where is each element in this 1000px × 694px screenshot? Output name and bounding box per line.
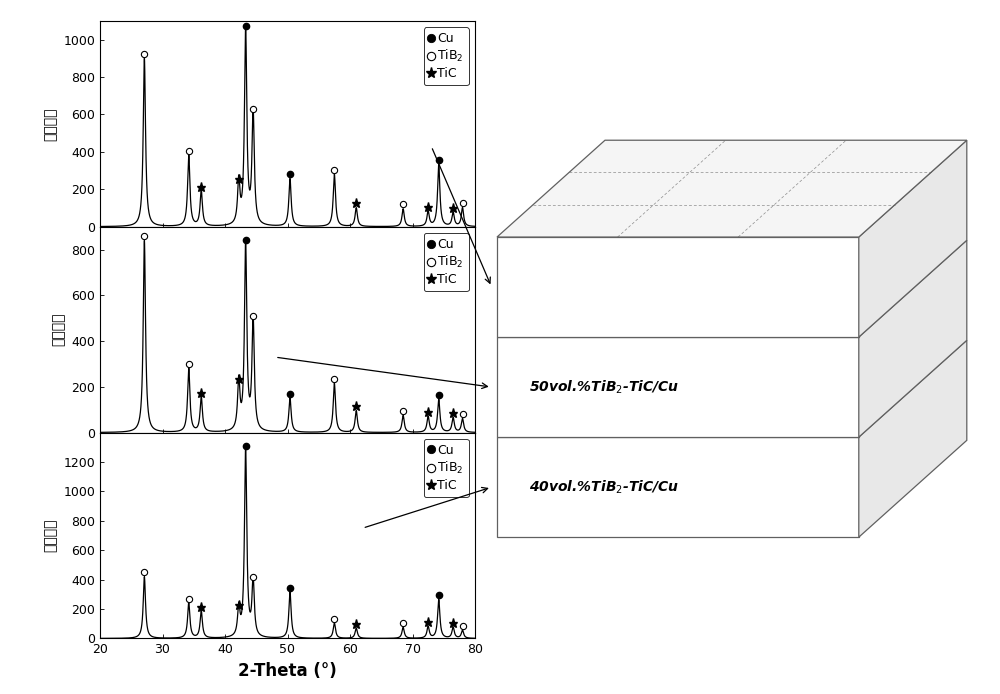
X-axis label: 2-Theta (°): 2-Theta (°) [238, 662, 337, 680]
Y-axis label: 相对强度: 相对强度 [44, 519, 58, 552]
Polygon shape [497, 140, 967, 237]
Polygon shape [859, 240, 967, 437]
Text: 50vol.%TiB$_2$-TiC/Cu: 50vol.%TiB$_2$-TiC/Cu [529, 378, 680, 396]
Y-axis label: 相对强度: 相对强度 [52, 313, 66, 346]
Legend: Cu, TiB$_2$, TiC: Cu, TiB$_2$, TiC [424, 439, 469, 497]
Polygon shape [859, 140, 967, 337]
Y-axis label: 相对强度: 相对强度 [44, 107, 58, 140]
Polygon shape [497, 337, 859, 437]
Text: 60vol.%TiB$_2$-TiC/Cu: 60vol.%TiB$_2$-TiC/Cu [529, 278, 680, 296]
Polygon shape [497, 437, 859, 537]
Polygon shape [497, 237, 859, 337]
Polygon shape [859, 340, 967, 537]
Text: 40vol.%TiB$_2$-TiC/Cu: 40vol.%TiB$_2$-TiC/Cu [529, 478, 680, 496]
Legend: Cu, TiB$_2$, TiC: Cu, TiB$_2$, TiC [424, 27, 469, 85]
Legend: Cu, TiB$_2$, TiC: Cu, TiB$_2$, TiC [424, 233, 469, 291]
